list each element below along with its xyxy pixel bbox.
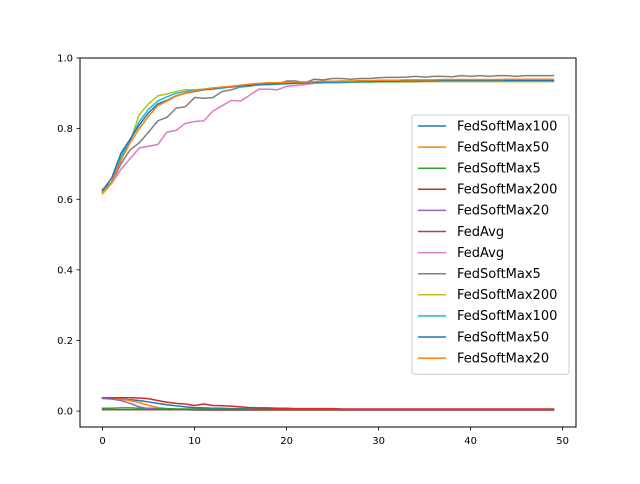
y-tick-label: 0.4 <box>57 265 73 276</box>
legend-label-9: FedSoftMax100 <box>457 309 557 324</box>
x-tick-label: 50 <box>556 436 569 447</box>
legend-label-11: FedSoftMax20 <box>457 351 549 366</box>
legend-label-3: FedSoftMax200 <box>457 183 557 198</box>
x-tick-label: 0 <box>99 436 105 447</box>
y-tick-label: 0.6 <box>57 195 73 206</box>
legend-label-10: FedSoftMax50 <box>457 330 549 345</box>
x-tick-label: 10 <box>188 436 201 447</box>
legend-label-0: FedSoftMax100 <box>457 119 557 134</box>
y-tick-label: 0.8 <box>57 124 73 135</box>
legend-label-1: FedSoftMax50 <box>457 140 549 155</box>
legend-label-6: FedAvg <box>457 246 504 261</box>
legend-label-4: FedSoftMax20 <box>457 204 549 219</box>
x-tick-label: 40 <box>464 436 477 447</box>
legend-label-8: FedSoftMax200 <box>457 288 557 303</box>
x-tick-label: 20 <box>280 436 293 447</box>
legend-label-7: FedSoftMax5 <box>457 267 541 282</box>
y-tick-label: 1.0 <box>57 54 73 65</box>
x-tick-label: 30 <box>372 436 385 447</box>
legend: FedSoftMax100 FedSoftMax50 FedSoftMax5 FedS… <box>412 115 569 374</box>
y-tick-label: 0.2 <box>57 336 73 347</box>
legend-label-5: FedAvg <box>457 225 504 240</box>
legend-label-2: FedSoftMax5 <box>457 162 541 177</box>
y-tick-label: 0.0 <box>57 407 73 418</box>
